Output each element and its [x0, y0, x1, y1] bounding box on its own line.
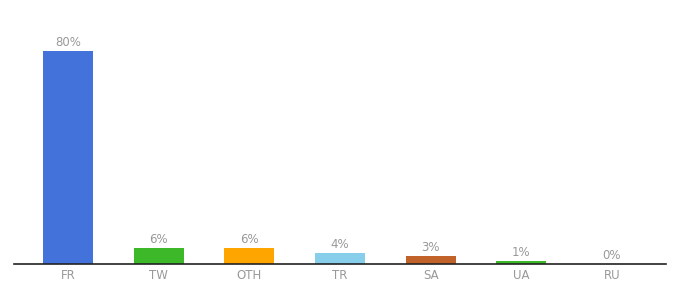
Text: 6%: 6% — [240, 233, 258, 246]
Bar — [406, 256, 456, 264]
Text: 1%: 1% — [512, 246, 530, 259]
Bar — [224, 248, 274, 264]
Text: 6%: 6% — [150, 233, 168, 246]
Text: 3%: 3% — [422, 241, 440, 254]
Bar — [44, 51, 93, 264]
Text: 4%: 4% — [330, 238, 350, 251]
Text: 80%: 80% — [55, 35, 81, 49]
Bar — [134, 248, 184, 264]
Bar — [496, 261, 546, 264]
Text: 0%: 0% — [602, 249, 621, 262]
Bar — [315, 253, 365, 264]
